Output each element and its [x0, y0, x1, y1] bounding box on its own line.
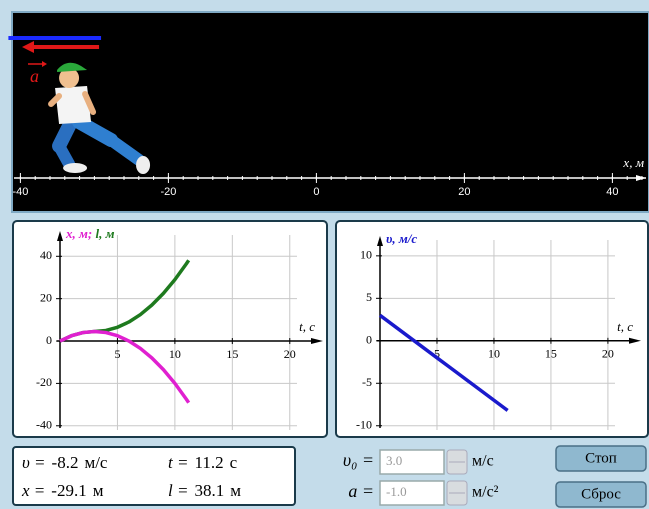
control-unit: м/с [472, 453, 494, 470]
y-tick-label: 0 [46, 333, 52, 347]
readout-value: 38.1 [194, 481, 224, 500]
track-panel [12, 12, 649, 212]
y-tick-label: -20 [36, 375, 52, 389]
readout-value: 11.2 [194, 453, 223, 472]
runner-part [63, 163, 87, 173]
readout-value: -8.2 [52, 453, 79, 472]
tick-label: -40 [12, 186, 28, 198]
readout-unit: м/с [84, 453, 107, 472]
tick-label: 40 [606, 186, 618, 198]
y-label-part: υ, м/с [386, 231, 417, 246]
readout-unit: с [230, 453, 238, 472]
y-tick-label: 5 [366, 290, 372, 304]
readout-label: t = [168, 453, 188, 472]
y-tick-label: -5 [362, 375, 372, 389]
runner-part [136, 156, 150, 174]
control-label: a = [348, 481, 374, 501]
x-tick-label: 20 [284, 347, 296, 361]
y-axis-label: υ, м/с [386, 231, 417, 246]
control-label: υ₀ = [343, 450, 374, 470]
tick-label: 20 [458, 186, 470, 198]
app: -40 -20 0 20 40 x, м a 5 10 15 20 -40 -20 0 20 40 t, с x,… [0, 0, 649, 509]
x-tick-label: 10 [488, 347, 500, 361]
accel-label: a [30, 66, 39, 86]
x-tick-label: 5 [114, 347, 120, 361]
readout-unit: м [230, 481, 241, 500]
tick-label: 0 [313, 186, 319, 198]
y-tick-label: 0 [366, 333, 372, 347]
y-tick-label: 40 [40, 248, 52, 262]
y-tick-label: -40 [36, 418, 52, 432]
graph-panel [336, 221, 648, 437]
x-axis-label: t, с [299, 319, 315, 334]
x-tick-label: 15 [545, 347, 557, 361]
button-label[interactable]: Стоп [585, 450, 617, 466]
y-tick-label: 20 [40, 290, 52, 304]
x-axis-label: t, с [617, 319, 633, 334]
x-tick-label: 15 [226, 347, 238, 361]
y-label-part: l, м [92, 226, 114, 241]
page: -40 -20 0 20 40 x, м a 5 10 15 20 -40 -20 0 20 40 t, с x,… [0, 0, 649, 509]
readout-label: x = [21, 481, 45, 500]
x-tick-label: 10 [169, 347, 181, 361]
control-unit: м/с² [472, 484, 499, 501]
readout-value: -29.1 [51, 481, 86, 500]
y-tick-label: 10 [360, 248, 372, 262]
y-tick-label: -10 [356, 418, 372, 432]
tick-label: -20 [160, 186, 176, 198]
readout-unit: м [93, 481, 104, 500]
readout-label: l = [168, 481, 188, 500]
x-tick-label: 20 [602, 347, 614, 361]
axis-label: x, м [622, 155, 644, 170]
y-axis-label: x, м; l, м [65, 226, 115, 241]
input-value: 3.0 [386, 453, 402, 468]
input-value: -1.0 [386, 484, 407, 499]
readout: l = 38.1 м [168, 481, 241, 500]
button-label[interactable]: Сброс [581, 486, 621, 502]
readout: υ = -8.2 м/с [22, 453, 108, 472]
y-label-part: x, м; [65, 226, 92, 241]
readout-label: υ = [22, 453, 46, 472]
